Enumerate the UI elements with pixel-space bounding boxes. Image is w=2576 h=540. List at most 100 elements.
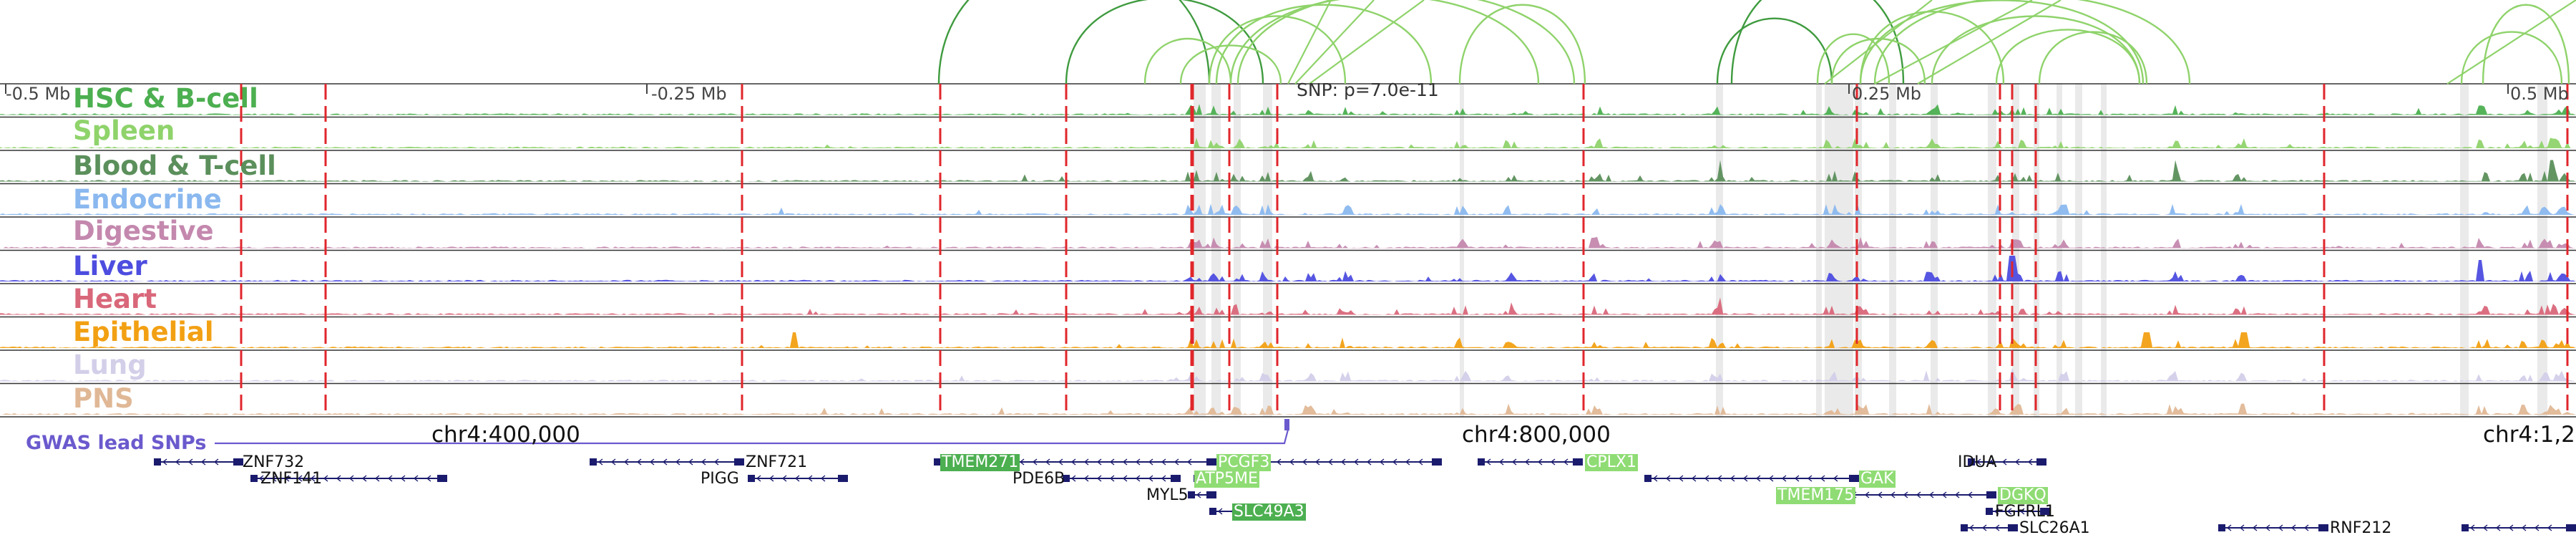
gene-strand-arrow	[2278, 524, 2283, 531]
gene-exon	[2218, 524, 2225, 531]
gene-strand-arrow	[2534, 524, 2540, 531]
gene-label-atp5me: ATP5ME	[1194, 470, 1259, 488]
coordinate-label-400k: chr4:400,000	[431, 422, 580, 448]
gene-exon	[838, 475, 848, 482]
chromatin-loops	[937, 0, 2576, 85]
gene-strand-arrow	[2303, 524, 2309, 531]
chromatin-loop	[1716, 17, 1833, 85]
gene-strand-arrow	[1877, 491, 1883, 498]
chromatin-loop-exit	[2446, 0, 2576, 85]
gene-strand-arrow	[820, 475, 826, 482]
gene-strand-arrow	[374, 475, 380, 482]
chromatin-loop	[2482, 4, 2570, 85]
signal-track-1	[0, 138, 2576, 148]
gene-strand-arrow	[162, 458, 167, 466]
gene-strand-arrow	[623, 458, 629, 466]
chromatin-loop	[1208, 15, 1347, 85]
gene-strand-arrow	[1954, 491, 1960, 498]
gene-strand-arrow	[271, 475, 277, 482]
gene-strand-arrow	[1148, 475, 1153, 482]
gene-exon	[437, 475, 447, 482]
track-label-spleen: Spleen	[73, 115, 175, 146]
signal-track-9	[0, 403, 2576, 415]
track-label-hsc-b-cell: HSC & B-cell	[73, 83, 258, 114]
gene-strand-arrow	[258, 475, 264, 482]
gwas-track-label: GWAS lead SNPs	[26, 432, 207, 454]
gene-strand-arrow	[1729, 475, 1735, 482]
chromatin-loop	[2038, 31, 2148, 85]
gene-strand-arrow	[1289, 458, 1294, 466]
gene-strand-arrow	[1217, 508, 1223, 515]
gene-strand-arrow	[1045, 458, 1050, 466]
chromatin-loop	[1730, 0, 1905, 85]
gene-strand-arrow	[1109, 458, 1115, 466]
chromatin-loop	[1458, 4, 1586, 85]
gene-label-tmem271: TMEM271	[940, 453, 1020, 471]
track-label-pns: PNS	[73, 383, 134, 414]
chromatin-loop	[1995, 29, 2141, 85]
gene-exon	[2040, 508, 2050, 515]
gene-strand-arrow	[387, 475, 393, 482]
gene-strand-arrow	[794, 475, 800, 482]
gene-strand-arrow	[769, 475, 774, 482]
signal-track-8	[0, 367, 2576, 382]
gene-strand-arrow	[310, 475, 316, 482]
gene-strand-arrow	[1161, 475, 1166, 482]
gene-exon	[2318, 524, 2328, 531]
gene-strand-arrow	[1498, 458, 1504, 466]
chromatin-loop	[1816, 33, 1890, 85]
gene-strand-arrow	[2239, 524, 2245, 531]
gene-strand-arrow	[1302, 458, 1307, 466]
gene-exon	[2566, 524, 2576, 531]
ruler-label-minus-0.5mb: -0.5 Mb	[6, 84, 71, 104]
gene-strand-arrow	[1405, 458, 1410, 466]
gene-strand-arrow	[2482, 524, 2488, 531]
gene-strand-arrow	[348, 475, 354, 482]
gene-strand-arrow	[701, 458, 706, 466]
gene-exon	[1986, 491, 1996, 498]
gene-strand-arrow	[1019, 458, 1025, 466]
gene-strand-arrow	[336, 475, 341, 482]
signal-tracks	[0, 104, 2576, 415]
gene-strand-arrow	[1135, 458, 1141, 466]
gene-strand-arrow	[1994, 508, 1999, 515]
gene-strand-arrow	[1563, 458, 1568, 466]
gene-exon	[1063, 475, 1070, 482]
gene-strand-arrow	[1485, 458, 1491, 466]
gene-strand-arrow	[781, 475, 787, 482]
snp-annotation: SNP: p=7.0e-11	[1297, 79, 1439, 100]
gene-exon	[734, 458, 744, 466]
gene-strand-arrow	[1032, 458, 1038, 466]
gene-strand-arrow	[1511, 458, 1517, 466]
gene-strand-arrow	[1928, 491, 1934, 498]
gene-strand-arrow	[323, 475, 328, 482]
gene-exon	[1478, 458, 1485, 466]
gene-strand-arrow	[1941, 491, 1947, 498]
gene-strand-arrow	[1678, 475, 1684, 482]
gene-strand-arrow	[1967, 491, 1973, 498]
gene-strand-arrow	[1379, 458, 1385, 466]
ruler-label-minus-0.25mb: -0.25 Mb	[651, 84, 727, 104]
gene-strand-arrow	[1768, 475, 1774, 482]
gene-strand-arrow	[675, 458, 680, 466]
gene-strand-arrow	[1135, 475, 1141, 482]
gene-strand-arrow	[1327, 458, 1333, 466]
gene-strand-arrow	[2252, 524, 2258, 531]
gene-strand-arrow	[1070, 458, 1076, 466]
gene-strand-arrow	[2001, 458, 2007, 466]
gene-label-dgkq: DGKQ	[1998, 486, 2048, 504]
ruler-label-0.5mb: 0.5 Mb	[2510, 84, 2569, 104]
gene-strand-arrow	[1665, 475, 1671, 482]
gene-exon	[2462, 524, 2469, 531]
chromatin-loop	[1873, 0, 2191, 85]
gene-strand-arrow	[1652, 475, 1658, 482]
gene-strand-arrow	[1807, 475, 1813, 482]
gene-strand-arrow	[1691, 475, 1697, 482]
track-label-heart: Heart	[73, 284, 157, 314]
gene-strand-arrow	[1174, 458, 1179, 466]
gene-strand-arrow	[1083, 475, 1089, 482]
chromatin-loop	[1859, 11, 2005, 85]
gene-strand-arrow	[1096, 475, 1102, 482]
track-label-blood-t-cell: Blood & T-cell	[73, 150, 276, 181]
